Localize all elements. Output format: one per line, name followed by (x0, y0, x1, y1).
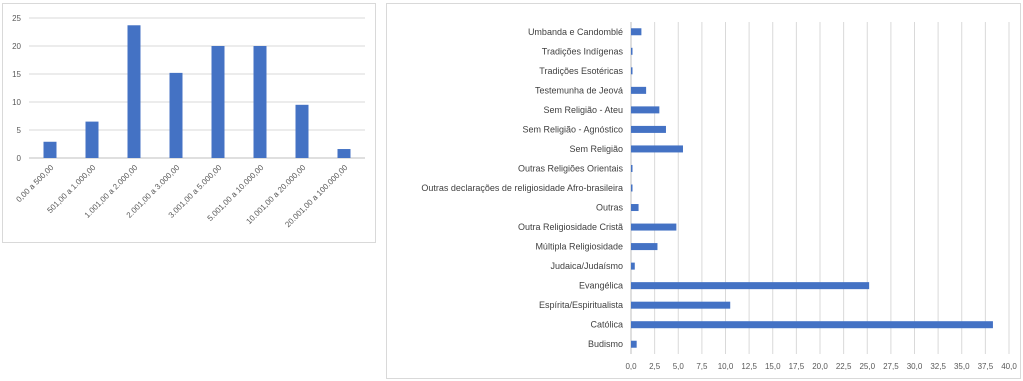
x-tick-label: 35,0 (954, 362, 970, 371)
y-tick-label: 15 (12, 70, 21, 79)
bar (169, 72, 183, 158)
x-tick-label: 17,5 (789, 362, 805, 371)
y-category-label: Espírita/Espiritualista (539, 300, 623, 310)
y-tick-label: 20 (12, 42, 21, 51)
bar (631, 262, 635, 270)
bar (337, 149, 351, 158)
bar (211, 46, 225, 158)
y-category-label: Sem Religião - Agnóstico (522, 124, 623, 134)
y-category-label: Tradições Esotéricas (539, 66, 623, 76)
bar (295, 104, 309, 158)
bar (631, 47, 633, 55)
x-tick-label: 2,5 (649, 362, 661, 371)
x-tick-label: 25,0 (859, 362, 875, 371)
bar (631, 184, 633, 192)
y-category-label: Testemunha de Jeová (535, 85, 623, 95)
y-category-label: Outras Religiões Orientais (518, 163, 624, 173)
x-tick-label: 10,0 (718, 362, 734, 371)
y-tick-label: 25 (12, 14, 21, 23)
bar (631, 321, 993, 329)
y-category-label: Budismo (588, 339, 623, 349)
bar (631, 223, 677, 231)
y-category-label: Sem Religião - Ateu (543, 105, 623, 115)
x-tick-label: 5,0 (673, 362, 685, 371)
y-category-label: Sem Religião (569, 144, 623, 154)
x-tick-label: 20,0 (812, 362, 828, 371)
x-tick-label: 32,5 (930, 362, 946, 371)
bar (631, 145, 683, 153)
x-tick-label: 15,0 (765, 362, 781, 371)
y-tick-label: 5 (17, 126, 22, 135)
bar (631, 340, 637, 348)
y-category-label: Católica (590, 320, 623, 330)
bar (631, 301, 731, 309)
x-tick-label: 7,5 (696, 362, 708, 371)
y-category-label: Judaica/Judaísmo (550, 261, 623, 271)
bar (631, 204, 639, 212)
y-category-label: Múltipla Religiosidade (535, 242, 623, 252)
bar (631, 243, 658, 251)
y-category-label: Outras declarações de religiosidade Afro… (421, 183, 623, 193)
x-tick-label: 0,00 a 500,00 (14, 163, 55, 204)
bar (631, 164, 633, 172)
bar (631, 282, 870, 290)
y-category-label: Outras (596, 203, 624, 213)
x-tick-label: 12,5 (741, 362, 757, 371)
bar (631, 125, 666, 133)
bar (631, 106, 660, 114)
x-tick-label: 22,5 (836, 362, 852, 371)
y-tick-label: 0 (17, 154, 22, 163)
x-tick-label: 27,5 (883, 362, 899, 371)
bar (631, 67, 633, 75)
x-tick-label: 30,0 (907, 362, 923, 371)
y-category-label: Tradições Indígenas (542, 46, 624, 56)
y-tick-label: 10 (12, 98, 21, 107)
bar (631, 86, 647, 94)
religion-chart-panel: 0,0 2,5 5,0 7,5 10,0 12,5 15,0 17,5 20,0 22,5 25,0… (386, 3, 1021, 379)
y-category-label: Outra Religiosidade Cristã (518, 222, 623, 232)
bar (631, 28, 642, 36)
bar (43, 141, 57, 158)
x-tick-label: 37,5 (978, 362, 994, 371)
y-category-label: Umbanda e Candomblé (528, 27, 623, 37)
bar (85, 121, 99, 158)
bar (253, 46, 267, 158)
x-tick-label: 40,0 (1001, 362, 1017, 371)
x-tick-label: 0,0 (625, 362, 637, 371)
y-category-label: Evangélica (579, 281, 623, 291)
bar (127, 25, 141, 159)
religion-bar-chart: 0,0 2,5 5,0 7,5 10,0 12,5 15,0 17,5 20,0 22,5 25,0… (421, 22, 1017, 371)
income-chart-panel: 0 5 10 15 20 25 0,00 a 500,00 501,00 a 1.000,00… (2, 3, 376, 243)
